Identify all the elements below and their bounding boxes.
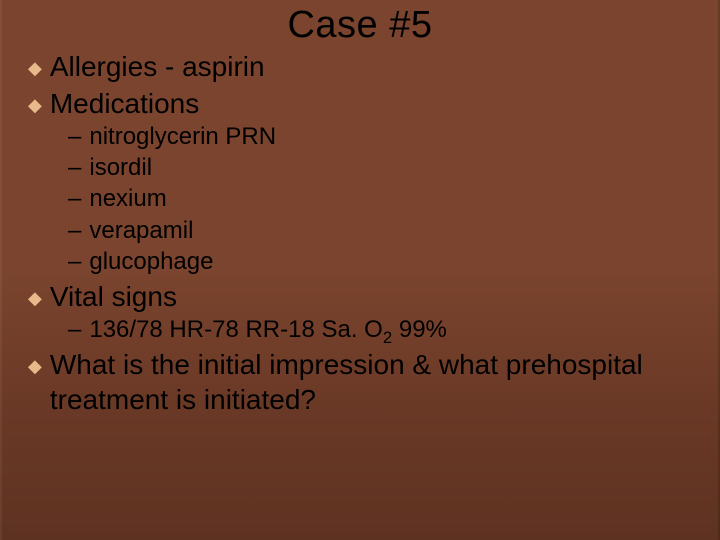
sublist-medications: – nitroglycerin PRN – isordil – nexium –… (68, 121, 692, 277)
slide: Case #5 ◆ Allergies - aspirin ◆ Medicati… (0, 0, 720, 540)
edge-left (0, 0, 2, 540)
diamond-icon: ◆ (28, 287, 42, 310)
list-item-text: nexium (89, 183, 166, 214)
bullet-text: What is the initial impression & what pr… (50, 347, 692, 417)
dash-icon: – (68, 183, 81, 214)
list-item: – glucophage (68, 246, 692, 277)
dash-icon: – (68, 121, 81, 152)
list-item: – isordil (68, 152, 692, 183)
bullet-vitals: ◆ Vital signs (28, 279, 692, 314)
bullet-text: Medications (50, 86, 199, 121)
slide-title: Case #5 (0, 0, 720, 47)
list-item-text: 136/78 HR-78 RR-18 Sa. O2 99% (89, 314, 447, 345)
list-item-text: isordil (89, 152, 152, 183)
bullet-medications: ◆ Medications (28, 86, 692, 121)
dash-icon: – (68, 246, 81, 277)
dash-icon: – (68, 314, 81, 345)
list-item-text: glucophage (89, 246, 213, 277)
bullet-text: Allergies - aspirin (50, 49, 265, 84)
sublist-vitals: – 136/78 HR-78 RR-18 Sa. O2 99% (68, 314, 692, 345)
dash-icon: – (68, 215, 81, 246)
bullet-text: Vital signs (50, 279, 177, 314)
diamond-icon: ◆ (28, 355, 42, 378)
list-item: – verapamil (68, 215, 692, 246)
diamond-icon: ◆ (28, 94, 42, 117)
diamond-icon: ◆ (28, 57, 42, 80)
list-item: – nitroglycerin PRN (68, 121, 692, 152)
bullet-question: ◆ What is the initial impression & what … (28, 347, 692, 417)
dash-icon: – (68, 152, 81, 183)
list-item: – nexium (68, 183, 692, 214)
bullet-allergies: ◆ Allergies - aspirin (28, 49, 692, 84)
list-item-text: verapamil (89, 215, 193, 246)
slide-content: ◆ Allergies - aspirin ◆ Medications – ni… (0, 49, 720, 417)
list-item-text: nitroglycerin PRN (89, 121, 276, 152)
list-item: – 136/78 HR-78 RR-18 Sa. O2 99% (68, 314, 692, 345)
